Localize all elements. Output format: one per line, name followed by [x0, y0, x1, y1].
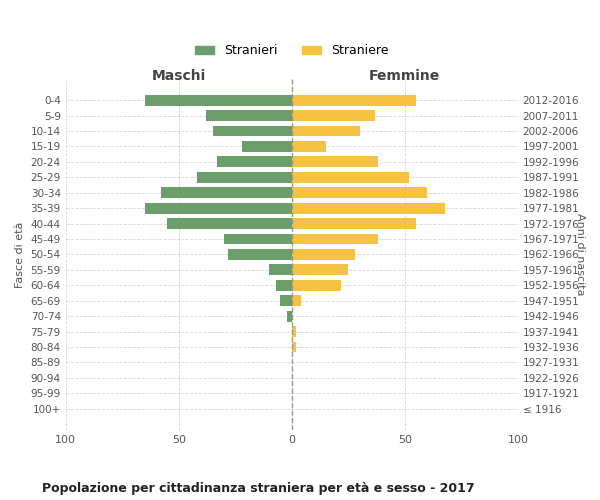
Bar — [287, 311, 292, 322]
Bar — [242, 141, 292, 152]
Bar — [292, 342, 296, 352]
Bar — [292, 203, 445, 213]
Y-axis label: Fasce di età: Fasce di età — [15, 222, 25, 288]
Bar — [161, 188, 292, 198]
Bar — [292, 218, 416, 229]
Bar — [206, 110, 292, 121]
Bar — [292, 95, 416, 106]
Text: Maschi: Maschi — [152, 69, 206, 83]
Bar — [292, 156, 377, 168]
Bar — [212, 126, 292, 136]
Bar — [292, 141, 326, 152]
Bar — [197, 172, 292, 182]
Bar — [292, 188, 427, 198]
Bar — [292, 234, 377, 244]
Y-axis label: Anni di nascita: Anni di nascita — [575, 213, 585, 296]
Bar — [292, 296, 301, 306]
Legend: Stranieri, Straniere: Stranieri, Straniere — [190, 40, 394, 62]
Bar — [292, 264, 348, 276]
Bar — [292, 172, 409, 182]
Bar — [292, 280, 341, 290]
Bar — [292, 326, 296, 337]
Bar — [229, 249, 292, 260]
Bar — [280, 296, 292, 306]
Bar — [269, 264, 292, 276]
Bar — [292, 126, 359, 136]
Bar — [167, 218, 292, 229]
Bar — [276, 280, 292, 290]
Bar — [145, 95, 292, 106]
Bar — [292, 110, 376, 121]
Text: Femmine: Femmine — [369, 69, 440, 83]
Bar — [217, 156, 292, 168]
Bar — [292, 249, 355, 260]
Bar — [145, 203, 292, 213]
Bar — [224, 234, 292, 244]
Text: Popolazione per cittadinanza straniera per età e sesso - 2017: Popolazione per cittadinanza straniera p… — [42, 482, 475, 495]
